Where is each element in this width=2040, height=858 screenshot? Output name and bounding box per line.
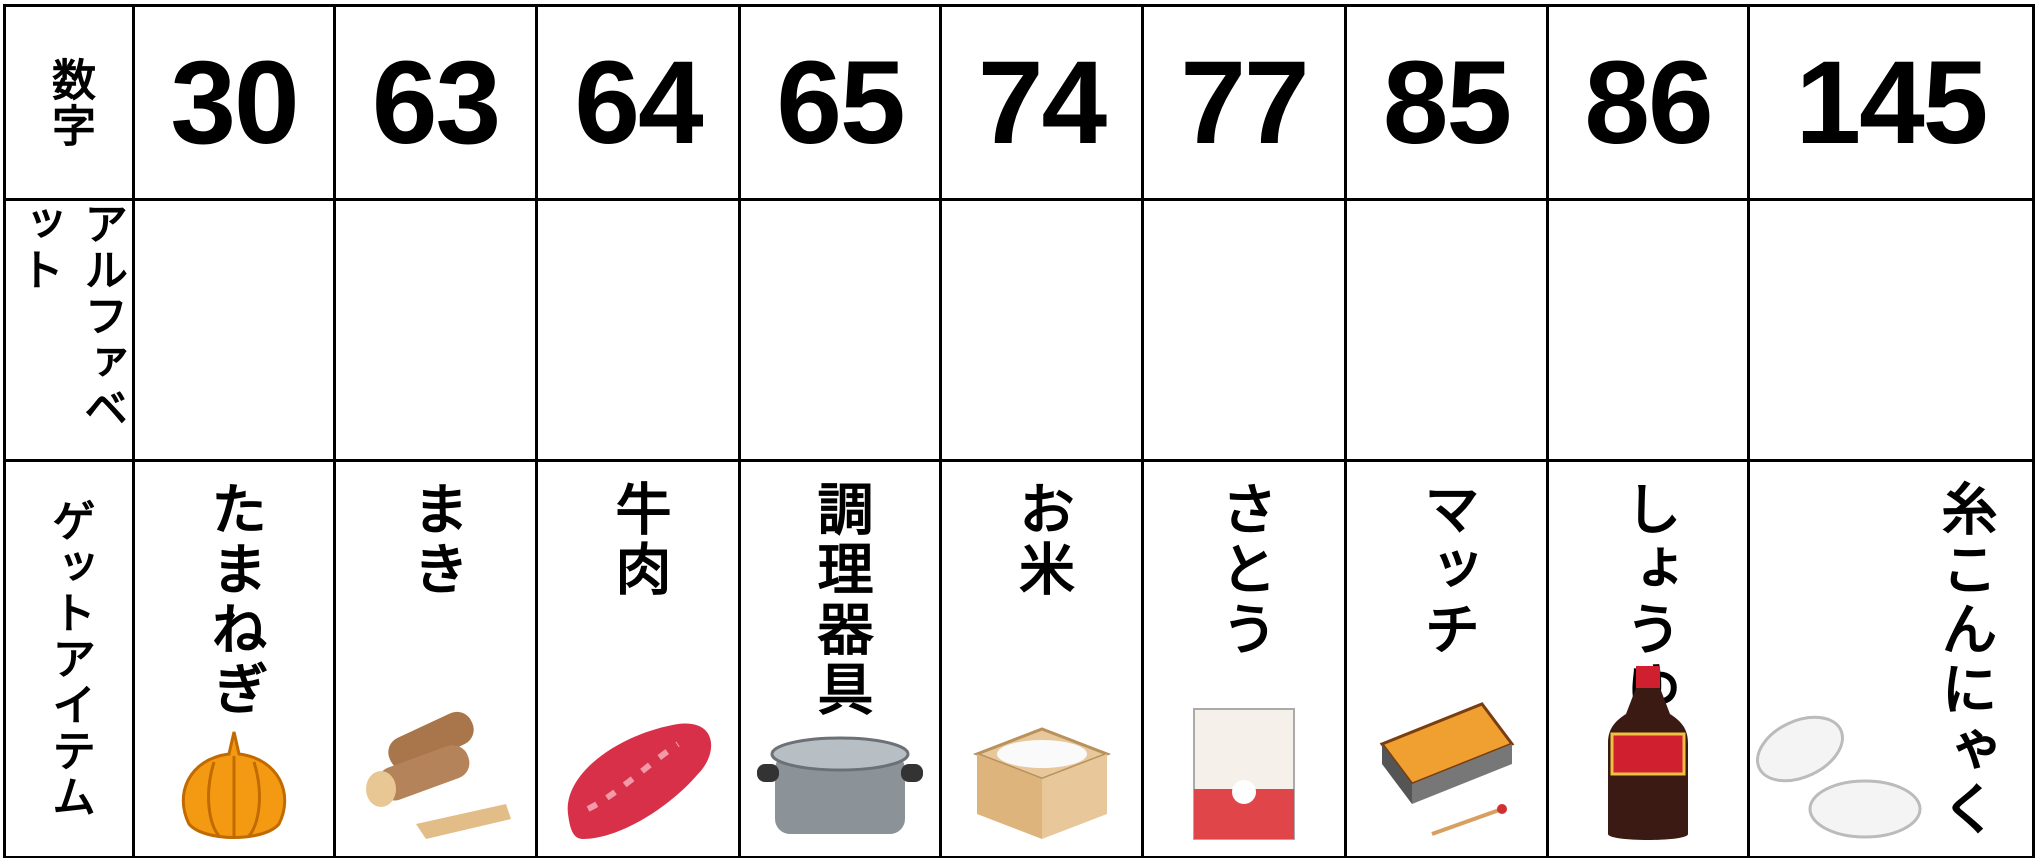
alphabet-cell: [1344, 198, 1549, 462]
item-name: たまねぎ: [202, 480, 267, 720]
number-cell: 63: [333, 4, 538, 201]
number-cell: 74: [939, 4, 1144, 201]
item-icon: [755, 724, 925, 848]
item-illustration: [365, 711, 511, 839]
item-name: 糸こんにゃく: [1932, 480, 1997, 840]
item-cell: 牛肉: [535, 459, 741, 858]
alphabet-cell: [333, 198, 538, 462]
item-icon: [169, 724, 299, 848]
item-name: マッチ: [1414, 480, 1480, 660]
row-header: 数字: [3, 4, 135, 201]
number-cell: 30: [132, 4, 336, 201]
number-cell: 85: [1344, 4, 1549, 201]
item-icon: [1372, 694, 1522, 848]
item-name: お米: [1009, 480, 1075, 600]
item-illustration: [972, 727, 1111, 839]
item-cell: しょうゆ: [1546, 459, 1750, 858]
item-name: 調理器具: [808, 480, 873, 720]
alphabet-cell: [939, 198, 1144, 462]
number-cell: 145: [1747, 4, 2035, 201]
alphabet-cell: [132, 198, 336, 462]
alphabet-cell: [535, 198, 741, 462]
alphabet-cell: [738, 198, 942, 462]
item-cell: 糸こんにゃく: [1747, 459, 2035, 858]
item-icon: [356, 694, 516, 848]
number-cell: 77: [1141, 4, 1347, 201]
item-cell: まき: [333, 459, 538, 858]
alphabet-cell: [1546, 198, 1750, 462]
item-name: まき: [403, 480, 469, 600]
alphabet-cell: [1747, 198, 2035, 462]
item-icon: [1750, 704, 1930, 848]
item-name: さとう: [1212, 480, 1277, 660]
row-header: アルファベット: [3, 198, 135, 462]
item-icon: [1598, 664, 1698, 848]
item-cell: たまねぎ: [132, 459, 336, 858]
item-illustration: [181, 731, 287, 839]
number-cell: 65: [738, 4, 942, 201]
item-cell: さとう: [1141, 459, 1347, 858]
item-illustration: [757, 736, 923, 834]
item-illustration: [1608, 666, 1688, 840]
item-cell: 調理器具: [738, 459, 942, 858]
item-illustration: [1756, 715, 1922, 839]
item-illustration: [567, 723, 712, 839]
number-cell: 64: [535, 4, 741, 201]
item-illustration: [1379, 702, 1514, 836]
item-cell: マッチ: [1344, 459, 1549, 858]
alphabet-cell: [1141, 198, 1347, 462]
number-cell: 86: [1546, 4, 1750, 201]
item-icon: [558, 714, 718, 848]
item-cell: お米: [939, 459, 1144, 858]
item-icon: [967, 724, 1117, 848]
item-icon: [1189, 704, 1299, 848]
item-name: 牛肉: [606, 480, 671, 600]
row-header: ゲットアイテム: [3, 459, 135, 858]
item-illustration: [1193, 708, 1295, 840]
